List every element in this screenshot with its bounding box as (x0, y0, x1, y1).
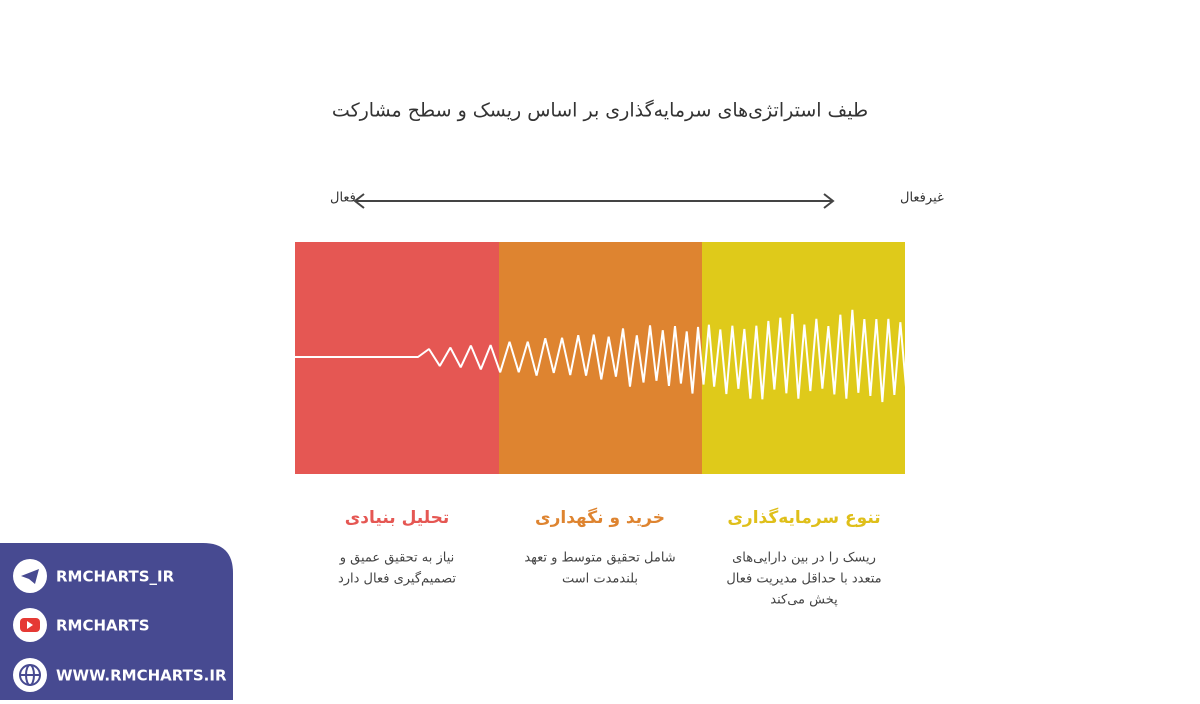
section-description: ریسک را در بین دارایی‌های (732, 551, 876, 566)
section-title: تحلیل بنیادی (345, 508, 450, 528)
youtube-play (27, 621, 33, 629)
telegram-icon (21, 569, 39, 584)
arrow-head (823, 193, 835, 209)
sidebar (0, 543, 233, 700)
section-description: بلندمدت است (562, 572, 638, 587)
section-description: متعدد با حداقل مدیریت فعال (726, 572, 881, 587)
axis-label: غیرفعال (900, 191, 944, 206)
section-description: تصمیم‌گیری فعال دارد (338, 571, 456, 587)
section-description: پخش می‌کند (770, 593, 838, 608)
title: طیف استراتژی‌های سرمایه‌گذاری بر اساس ری… (332, 99, 868, 122)
section-title: تنوع سرمایه‌گذاری (727, 507, 880, 528)
arrow-head (353, 193, 365, 209)
sidebar-link: RMCHARTS (56, 617, 150, 635)
sidebar-items: RMCHARTS_IR RMCHARTS WWW.RMCHARTS.IR (13, 559, 227, 692)
sections: تحلیل بنیادی نیاز به تحقیق عمیق و تصمیم‌گی… (338, 507, 882, 608)
waveform (295, 309, 905, 403)
axis-label: فعال (330, 191, 356, 206)
sidebar-link: WWW.RMCHARTS.IR (56, 667, 227, 685)
section-description: نیاز به تحقیق عمیق و (339, 551, 455, 566)
section-description: شامل تحقیق متوسط و تعهد (524, 551, 675, 566)
section-title: خرید و نگهداری (535, 507, 665, 528)
sidebar-link: RMCHARTS_IR (56, 568, 175, 586)
block (702, 242, 905, 474)
